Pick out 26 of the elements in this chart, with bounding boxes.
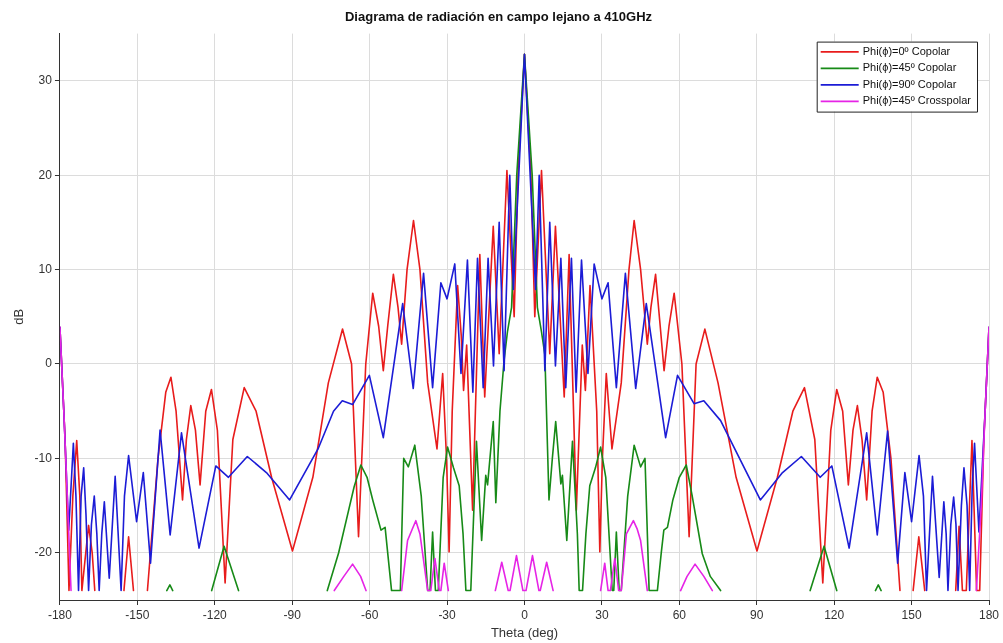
y-tick-label: -20: [34, 545, 53, 560]
x-tick-label: 90: [750, 607, 764, 622]
x-tick-label: 60: [672, 607, 687, 622]
legend-label: Phi(ϕ)=0º Copolar: [862, 44, 951, 57]
x-tick-label: 180: [978, 607, 1000, 622]
x-tick-label: -90: [283, 607, 302, 622]
x-tick-label: 0: [521, 607, 529, 622]
y-tick-label: -10: [34, 450, 53, 465]
x-tick-label: -60: [360, 607, 379, 622]
x-tick-label: -180: [47, 607, 73, 622]
y-tick-label: 10: [38, 261, 53, 276]
x-tick-label: 150: [901, 607, 922, 622]
y-tick-label: 0: [45, 356, 53, 371]
legend-label: Phi(ϕ)=45º Copolar: [862, 61, 957, 74]
x-axis-title: Theta (deg): [490, 624, 559, 640]
x-tick-label: 30: [595, 607, 609, 622]
x-tick-label: -120: [202, 607, 228, 622]
y-tick-label: 20: [38, 167, 53, 182]
y-axis-title: dB: [11, 308, 27, 325]
x-tick-label: -150: [125, 607, 150, 622]
x-tick-label: 120: [824, 607, 845, 622]
legend-label: Phi(ϕ)=90º Copolar: [862, 77, 957, 90]
legend-label: Phi(ϕ)=45º Crosspolar: [862, 94, 972, 107]
x-tick-label: -30: [438, 607, 457, 622]
y-tick-label: 30: [38, 73, 53, 88]
chart-title: Diagrama de radiación en campo lejano a 410GHz: [344, 9, 653, 25]
